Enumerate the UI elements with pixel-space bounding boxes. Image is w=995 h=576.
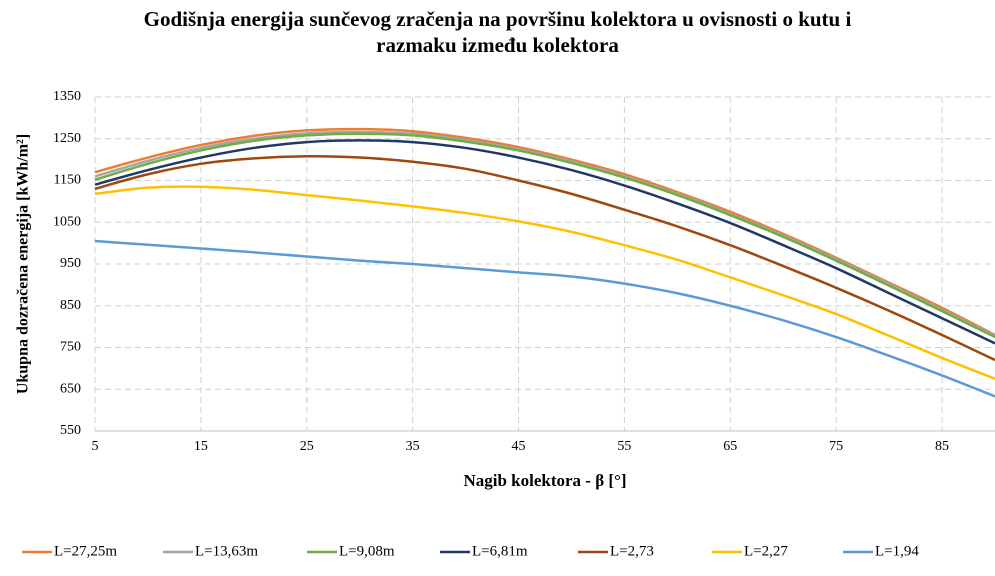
x-tick-label: 45	[512, 439, 526, 454]
x-tick-label: 55	[617, 439, 631, 454]
y-tick-label: 1050	[53, 214, 81, 229]
y-axis-label: Ukupna dozračena energija [kWh/m²]	[15, 134, 32, 394]
series-line	[94, 132, 995, 339]
x-tick-label: 25	[300, 439, 314, 454]
legend-label: L=6,81m	[472, 543, 528, 559]
y-tick-label: 1150	[54, 173, 81, 188]
y-tick-label: 1250	[53, 131, 81, 146]
series-line	[94, 239, 995, 398]
x-tick-label: 5	[92, 439, 99, 454]
legend-label: L=2,73	[610, 543, 654, 559]
series-line	[94, 139, 995, 345]
series-line	[94, 185, 995, 380]
y-tick-label: 650	[60, 381, 81, 396]
chart-title: Godišnja energija sunčevog zračenja na p…	[143, 7, 852, 57]
y-tick-label: 550	[60, 423, 81, 438]
legend-label: L=1,94	[875, 543, 919, 559]
x-axis-label: Nagib kolektora - β [°]	[463, 471, 626, 490]
legend-label: L=13,63m	[195, 543, 258, 559]
x-tick-label: 65	[723, 439, 737, 454]
legend-label: L=2,27	[744, 543, 788, 559]
title-box: Godišnja energija sunčevog zračenja na p…	[0, 6, 995, 58]
x-tick-label: 15	[194, 439, 208, 454]
legend-label: L=9,08m	[339, 543, 395, 559]
x-tick-label: 75	[829, 439, 843, 454]
y-tick-label: 750	[60, 340, 81, 355]
series-line	[94, 155, 995, 362]
y-tick-label: 950	[60, 256, 81, 271]
y-tick-label: 850	[60, 298, 81, 313]
legend-label: L=27,25m	[54, 543, 117, 559]
x-tick-label: 85	[935, 439, 949, 454]
x-tick-label: 35	[406, 439, 420, 454]
y-tick-label: 1350	[53, 89, 81, 104]
series-line	[94, 130, 995, 337]
